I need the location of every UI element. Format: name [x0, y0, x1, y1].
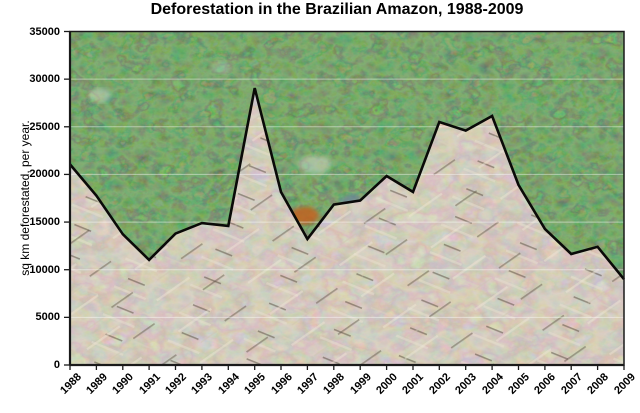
x-tick-label: 1997 — [295, 371, 321, 397]
deforestation-data-line — [69, 87, 626, 281]
y-tick-label: 0 — [53, 359, 60, 371]
x-tick-label: 2003 — [453, 371, 480, 397]
dead-tree-patch — [299, 155, 331, 174]
x-tick-label: 2000 — [374, 371, 401, 397]
x-tick-label: 1988 — [57, 371, 84, 397]
x-tick-label: 1992 — [163, 371, 190, 397]
y-tick-label: 20000 — [29, 168, 60, 181]
y-tick-label: 25000 — [29, 120, 60, 133]
x-tick-label: 1996 — [268, 371, 295, 397]
x-tick-label: 1995 — [242, 371, 269, 397]
y-tick-label: 10000 — [29, 263, 60, 276]
x-tick-label: 2004 — [479, 371, 506, 397]
x-tick-label: 1991 — [136, 371, 163, 397]
x-tick-label: 1999 — [347, 371, 374, 397]
y-tick-label: 5000 — [35, 311, 60, 324]
x-tick-label: 2009 — [611, 371, 638, 397]
dead-tree-patch — [88, 88, 112, 103]
x-tick-label: 2001 — [400, 371, 427, 397]
x-tick-label: 2005 — [506, 371, 532, 397]
fallen-logs-texture — [70, 88, 624, 365]
x-tick-label: 1998 — [321, 371, 348, 397]
y-tick-label: 30000 — [29, 73, 60, 86]
x-tick-label: 2008 — [585, 371, 612, 397]
x-tick-label: 1989 — [84, 371, 110, 397]
chart-title: Deforestation in the Brazilian Amazon, 1… — [150, 1, 524, 18]
plot-area — [64, 30, 626, 370]
y-axis-title: sq km deforestated, per year. — [18, 120, 32, 276]
y-tick-label: 35000 — [29, 25, 60, 38]
x-tick-label: 2007 — [558, 371, 585, 397]
x-tick-label: 1993 — [189, 371, 216, 397]
x-tick-label: 2002 — [427, 371, 453, 397]
y-tick-label: 15000 — [29, 216, 60, 229]
x-tick-label: 1990 — [110, 371, 137, 397]
dead-tree-patch — [210, 61, 230, 74]
x-tick-label: 2006 — [532, 371, 559, 397]
x-tick-label: 1994 — [215, 371, 242, 397]
